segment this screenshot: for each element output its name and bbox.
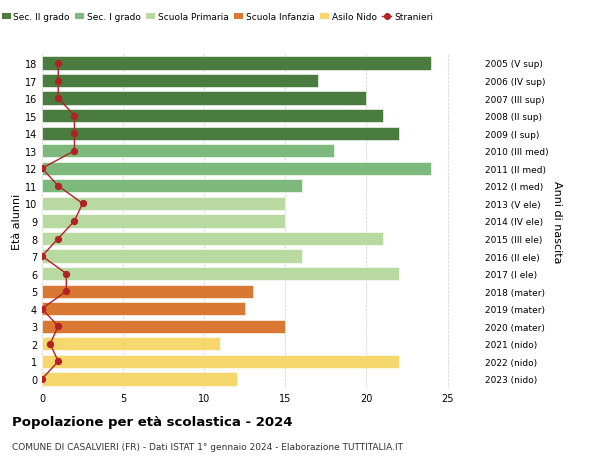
- Bar: [42, 127, 399, 140]
- Point: [37, 375, 47, 383]
- Bar: [42, 250, 302, 263]
- Bar: [42, 180, 302, 193]
- Bar: [42, 337, 220, 351]
- Point: [53, 323, 63, 330]
- Point: [37, 253, 47, 260]
- Point: [53, 183, 63, 190]
- Point: [78, 200, 88, 207]
- Text: Popolazione per età scolastica - 2024: Popolazione per età scolastica - 2024: [12, 415, 293, 428]
- Point: [53, 235, 63, 243]
- Y-axis label: Anni di nascita: Anni di nascita: [553, 180, 562, 263]
- Point: [70, 130, 79, 138]
- Bar: [42, 320, 286, 333]
- Bar: [42, 285, 253, 298]
- Bar: [42, 57, 431, 70]
- Bar: [42, 92, 367, 106]
- Bar: [42, 145, 334, 158]
- Bar: [42, 373, 236, 386]
- Point: [53, 358, 63, 365]
- Bar: [42, 215, 286, 228]
- Y-axis label: Età alunni: Età alunni: [12, 193, 22, 250]
- Point: [70, 218, 79, 225]
- Bar: [42, 110, 383, 123]
- Point: [37, 165, 47, 173]
- Bar: [42, 162, 431, 175]
- Bar: [42, 302, 245, 316]
- Legend: Sec. II grado, Sec. I grado, Scuola Primaria, Scuola Infanzia, Asilo Nido, Stran: Sec. II grado, Sec. I grado, Scuola Prim…: [0, 10, 436, 26]
- Point: [70, 113, 79, 120]
- Bar: [42, 197, 286, 211]
- Point: [53, 78, 63, 85]
- Bar: [42, 75, 318, 88]
- Point: [62, 288, 71, 295]
- Point: [53, 95, 63, 102]
- Bar: [42, 355, 399, 368]
- Text: COMUNE DI CASALVIERI (FR) - Dati ISTAT 1° gennaio 2024 - Elaborazione TUTTITALIA: COMUNE DI CASALVIERI (FR) - Dati ISTAT 1…: [12, 442, 403, 451]
- Point: [46, 341, 55, 348]
- Bar: [42, 268, 399, 280]
- Point: [62, 270, 71, 278]
- Point: [53, 60, 63, 67]
- Bar: [42, 232, 383, 246]
- Point: [37, 305, 47, 313]
- Point: [70, 148, 79, 155]
